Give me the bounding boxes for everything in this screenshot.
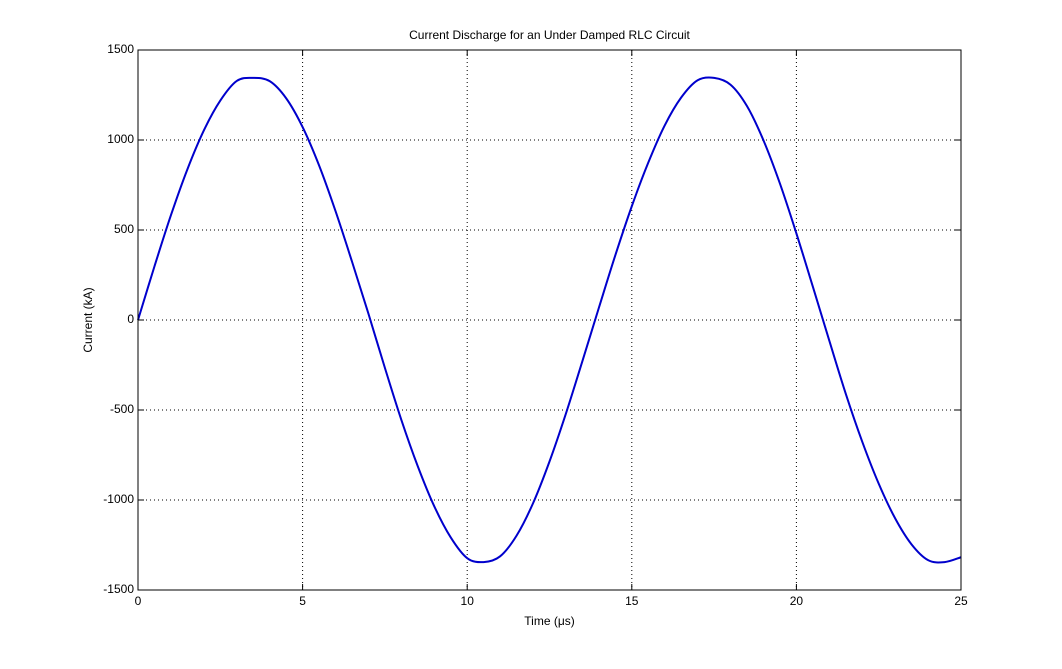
tick-layer (137, 49, 962, 591)
y-tick-label: 0 (127, 312, 134, 326)
series-line-current (137, 76, 962, 564)
x-axis-label: Time (μs) (524, 614, 574, 628)
y-tick-label: 1500 (107, 42, 134, 56)
y-tick-label: 1000 (107, 132, 134, 146)
x-tick-label: 15 (625, 594, 639, 608)
x-tick-label: 0 (135, 594, 142, 608)
chart-title: Current Discharge for an Under Damped RL… (409, 28, 690, 42)
x-tick-label: 20 (790, 594, 804, 608)
y-tick-label: -500 (110, 402, 134, 416)
series-layer (137, 76, 962, 564)
tick-label-layer: 0 5 10 15 20 25 -1500 -1000 -500 0 500 1000 1500 (103, 42, 968, 608)
y-tick-label: 500 (114, 222, 134, 236)
x-tick-label: 5 (299, 594, 306, 608)
y-tick-label: -1500 (103, 582, 134, 596)
plot-area (138, 50, 961, 590)
x-tick-label: 10 (461, 594, 475, 608)
x-tick-label: 25 (954, 594, 968, 608)
y-tick-label: -1000 (103, 492, 134, 506)
y-axis-label: Current (kA) (81, 287, 95, 352)
